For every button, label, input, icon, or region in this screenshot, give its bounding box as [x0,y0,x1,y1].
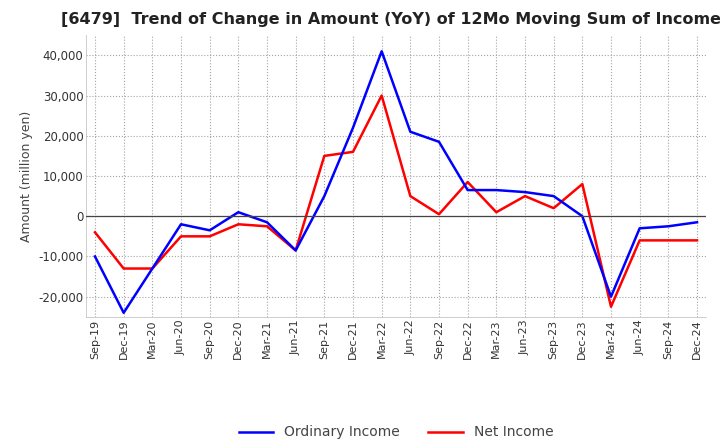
Ordinary Income [406,129,415,134]
Ordinary Income [148,266,157,271]
Ordinary Income [348,125,357,130]
Y-axis label: Amount (million yen): Amount (million yen) [20,110,33,242]
Line: Net Income: Net Income [95,95,697,307]
Ordinary Income [492,187,500,193]
Ordinary Income [263,220,271,225]
Ordinary Income [91,254,99,259]
Net Income [148,266,157,271]
Net Income [91,230,99,235]
Net Income [406,194,415,199]
Ordinary Income [176,222,185,227]
Net Income [205,234,214,239]
Net Income [635,238,644,243]
Net Income [320,153,328,158]
Net Income [176,234,185,239]
Net Income [664,238,672,243]
Line: Ordinary Income: Ordinary Income [95,51,697,313]
Ordinary Income [435,139,444,144]
Net Income [120,266,128,271]
Ordinary Income [549,194,558,199]
Ordinary Income [521,190,529,195]
Net Income [578,181,587,187]
Net Income [549,205,558,211]
Ordinary Income [693,220,701,225]
Ordinary Income [635,226,644,231]
Net Income [464,180,472,185]
Legend: Ordinary Income, Net Income: Ordinary Income, Net Income [233,420,559,440]
Ordinary Income [464,187,472,193]
Ordinary Income [578,213,587,219]
Net Income [292,248,300,253]
Net Income [377,93,386,98]
Net Income [693,238,701,243]
Ordinary Income [205,227,214,233]
Net Income [263,224,271,229]
Ordinary Income [607,294,616,299]
Ordinary Income [234,209,243,215]
Ordinary Income [120,310,128,315]
Net Income [435,212,444,217]
Net Income [234,222,243,227]
Ordinary Income [664,224,672,229]
Net Income [521,194,529,199]
Ordinary Income [292,248,300,253]
Title: [6479]  Trend of Change in Amount (YoY) of 12Mo Moving Sum of Incomes: [6479] Trend of Change in Amount (YoY) o… [61,12,720,27]
Ordinary Income [377,49,386,54]
Net Income [607,304,616,309]
Net Income [492,209,500,215]
Ordinary Income [320,194,328,199]
Net Income [348,149,357,154]
